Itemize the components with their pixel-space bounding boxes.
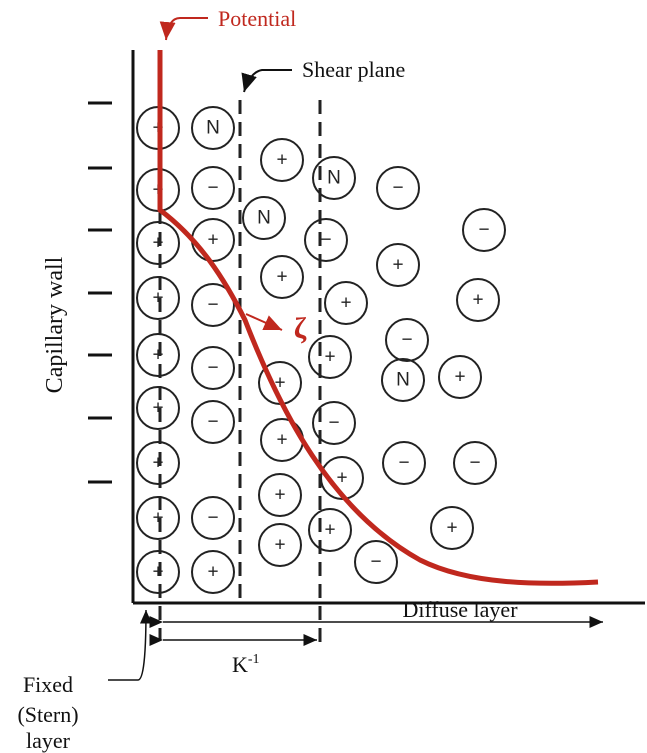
- ion-circle: [136, 386, 180, 430]
- ion-label: +: [324, 520, 335, 541]
- ion-label: −: [398, 453, 409, 474]
- wall-charges: [88, 101, 112, 484]
- ion-circle: [191, 496, 235, 540]
- ion-label: +: [472, 290, 483, 311]
- ion-label: +: [276, 430, 287, 451]
- ion-label: +: [152, 562, 163, 583]
- potential-curve: [157, 50, 599, 586]
- ion-label: −: [328, 413, 339, 434]
- ion-circle: [312, 156, 356, 200]
- ion-label: −: [207, 508, 218, 529]
- ion-circle: [354, 540, 398, 584]
- ion-circle: [385, 318, 429, 362]
- ion-circle: [191, 106, 235, 150]
- ion-label: −: [370, 552, 381, 573]
- ion-label: +: [152, 508, 163, 529]
- ion-circle: [136, 441, 180, 485]
- ion-circle: [191, 400, 235, 444]
- zeta-arrow: [245, 313, 283, 331]
- ion-circle: [456, 278, 500, 322]
- ion-label: +: [152, 233, 163, 254]
- debye-exp: -1: [248, 652, 260, 667]
- potential-arrow: [159, 17, 208, 41]
- ion-label: −: [207, 358, 218, 379]
- ion-label: +: [340, 293, 351, 314]
- ion-circle: [382, 441, 426, 485]
- ion-label: −: [207, 295, 218, 316]
- fixed-label: layer: [26, 728, 71, 753]
- debye-label: K-1: [232, 652, 260, 677]
- ion-circle: [191, 550, 235, 594]
- ion-circle: [242, 196, 286, 240]
- ion-circle: [462, 208, 506, 252]
- ion-label: +: [152, 453, 163, 474]
- ion-circle: [324, 281, 368, 325]
- fixed-label: (Stern): [17, 702, 78, 727]
- ion-circle: [260, 138, 304, 182]
- ion-label: −: [478, 220, 489, 241]
- ion-label: +: [152, 345, 163, 366]
- ion-circle: [453, 441, 497, 485]
- ion-label: +: [336, 468, 347, 489]
- zeta-label: ζ: [294, 312, 307, 345]
- ion-label: +: [152, 398, 163, 419]
- ion-label: +: [207, 562, 218, 583]
- ion-label: −: [207, 178, 218, 199]
- ion-circle: [258, 473, 302, 517]
- ion-label: +: [274, 485, 285, 506]
- ion-label: +: [276, 267, 287, 288]
- planes: [158, 100, 322, 642]
- ion-circle: [136, 333, 180, 377]
- ion-circle: [381, 358, 425, 402]
- ion-circle: [136, 276, 180, 320]
- ion-label: N: [257, 208, 271, 229]
- ion-label: N: [327, 168, 341, 189]
- shear-arrow: [241, 69, 292, 93]
- fixed-label: Fixed: [23, 672, 73, 697]
- ion-circle: [136, 496, 180, 540]
- ion-circle: [191, 346, 235, 390]
- diffuse-label: Diffuse layer: [402, 597, 518, 622]
- ion-circle: [430, 506, 474, 550]
- ion-circle: [136, 550, 180, 594]
- ion-label: +: [152, 288, 163, 309]
- ion-circle: [304, 218, 348, 262]
- debye-base: K: [232, 652, 248, 677]
- shear-label: Shear plane: [302, 57, 405, 82]
- ion-label: +: [324, 347, 335, 368]
- ion-circle: [258, 523, 302, 567]
- ion-label: +: [207, 230, 218, 251]
- potential-label: Potential: [218, 6, 296, 31]
- ion-circle: [308, 508, 352, 552]
- capillary-wall-label: Capillary wall: [42, 256, 68, 393]
- ion-label: −: [320, 230, 331, 251]
- ion-label: +: [454, 367, 465, 388]
- ion-label: −: [392, 178, 403, 199]
- ion-circle: [308, 335, 352, 379]
- ion-label: +: [274, 373, 285, 394]
- ion-label: +: [274, 535, 285, 556]
- ion-circle: [260, 255, 304, 299]
- ion-circle: [191, 166, 235, 210]
- ion-label: −: [207, 412, 218, 433]
- ion-circle: [191, 283, 235, 327]
- ion-circle: [438, 355, 482, 399]
- ion-label: +: [446, 518, 457, 539]
- ion-circle: [376, 166, 420, 210]
- ion-label: −: [401, 330, 412, 351]
- ion-label: N: [206, 118, 220, 139]
- fixed-arrow: [108, 609, 152, 681]
- ion-label: −: [469, 453, 480, 474]
- ion-circle: [136, 221, 180, 265]
- ion-label: +: [276, 150, 287, 171]
- ion-circle: [312, 401, 356, 445]
- ion-label: +: [392, 255, 403, 276]
- ion-label: N: [396, 370, 410, 391]
- ion-circle: [376, 243, 420, 287]
